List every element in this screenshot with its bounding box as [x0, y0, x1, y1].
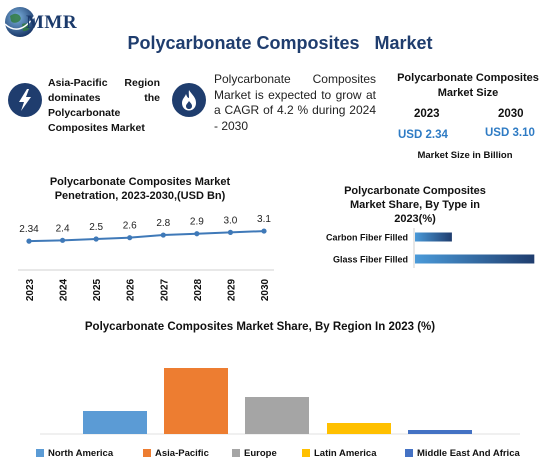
line-data-label: 3.1 [257, 214, 271, 225]
market-size-value-end: USD 3.10 [485, 127, 535, 139]
line-chart-title: Polycarbonate Composites Market Penetrat… [49, 176, 231, 202]
market-size-year-end: 2030 [498, 108, 524, 120]
line-point [160, 232, 166, 238]
line-point [194, 231, 200, 237]
legend-swatch-middle-east-africa [405, 449, 413, 457]
mmr-logo [3, 2, 93, 48]
line-data-label: 2.9 [190, 217, 204, 228]
line-data-label: 3.0 [223, 215, 237, 226]
globe-icon [4, 7, 37, 37]
legend-swatch-europe [232, 449, 240, 457]
legend-swatch-asia-pacific [143, 449, 151, 457]
legend-asia-pacific: Asia-Pacific [143, 447, 209, 459]
flame-icon [172, 83, 206, 117]
line-x-tick-label: 2023 [25, 278, 36, 301]
legend-europe: Europe [232, 447, 277, 459]
lightning-icon [8, 83, 42, 117]
page-title: Polycarbonate Composites Market [127, 33, 433, 53]
logo-text: MMR [26, 12, 78, 33]
highlight-region-text: Asia-Pacific Region dominates the Polyca… [48, 77, 160, 134]
line-data-label: 2.34 [19, 224, 39, 235]
line-data-label: 2.5 [89, 222, 103, 233]
line-series [28, 230, 265, 243]
legend-label-north-america: North America [48, 447, 114, 459]
legend-swatch-latin-america [302, 449, 310, 457]
line-point [261, 228, 267, 234]
legend-label-latin-america: Latin America [314, 447, 377, 459]
region-chart-title: Polycarbonate Composites Market Share, B… [84, 321, 436, 333]
market-size-value-start: USD 2.34 [398, 129, 448, 141]
legend-north-america: North America [36, 447, 113, 459]
legend-label-middle-east-africa: Middle East And Africa [417, 447, 520, 459]
line-x-tick-label: 2026 [126, 278, 137, 301]
line-x-tick-label: 2025 [92, 278, 103, 301]
highlight-cagr-text: Polycarbonate Composites Market is expec… [214, 72, 376, 133]
type-chart-title: Polycarbonate Composites Market Share, B… [344, 185, 486, 225]
legend-label-asia-pacific: Asia-Pacific [155, 447, 209, 459]
line-point [59, 237, 66, 243]
legend-latin-america: Latin America [302, 447, 376, 459]
line-point [127, 235, 133, 241]
line-data-label: 2.8 [156, 218, 170, 229]
line-x-tick-label: 2028 [193, 278, 204, 301]
line-point [26, 238, 32, 244]
line-x-tick-label: 2027 [159, 278, 170, 301]
line-point [227, 229, 234, 235]
market-size-title: Polycarbonate Composites Market Size [397, 72, 539, 99]
line-point [93, 236, 99, 242]
legend-middle-east-africa: Middle East And Africa [405, 447, 520, 459]
legend-swatch-north-america [36, 449, 44, 457]
line-data-label: 2.4 [56, 223, 70, 234]
line-x-tick-label: 2029 [226, 278, 237, 301]
line-data-label: 2.6 [123, 221, 137, 232]
market-size-year-start: 2023 [414, 108, 440, 120]
market-size-caption: Market Size in Billion [417, 150, 513, 161]
line-x-tick-label: 2030 [260, 278, 271, 301]
legend-label-europe: Europe [244, 447, 277, 459]
line-x-tick-label: 2024 [59, 278, 70, 301]
